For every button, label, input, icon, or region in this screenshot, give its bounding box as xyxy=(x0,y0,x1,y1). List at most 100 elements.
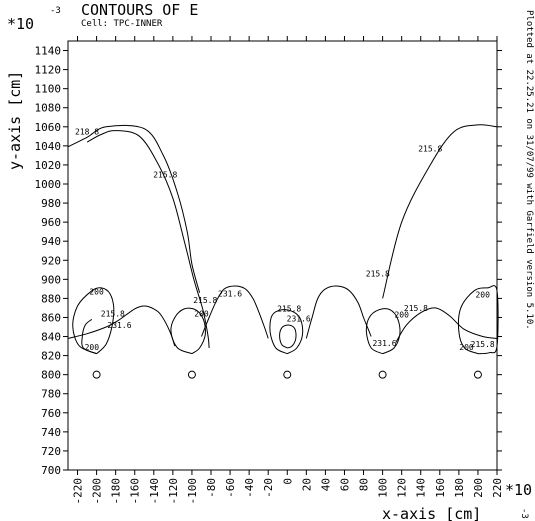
wire-marker xyxy=(92,370,101,379)
x-tick-label: -80 xyxy=(205,478,218,498)
y-tick-label: 940 xyxy=(41,235,61,248)
wire-marker xyxy=(283,370,292,379)
y-ticks: 700 720 740 760 780 800 820 840 860 880 900 920 940 9… xyxy=(35,45,502,477)
y-tick-label: 740 xyxy=(41,426,61,439)
y-multiplier: *10 xyxy=(7,15,34,33)
plot-frame xyxy=(67,40,498,471)
y-tick-label: 1100 xyxy=(35,83,62,96)
y-tick-label: 860 xyxy=(41,311,61,324)
contour-label: 200 xyxy=(394,310,409,319)
x-tick-label: 180 xyxy=(453,478,466,498)
contour-label: 200 xyxy=(89,288,104,297)
x-tick-label: -20 xyxy=(262,478,275,498)
y-tick-label: 1080 xyxy=(35,102,62,115)
contour-line-231.6 xyxy=(67,305,176,347)
y-tick-label: 1060 xyxy=(35,121,62,134)
y-tick-label: 1140 xyxy=(35,45,62,58)
cell-label: Cell: TPC-INNER xyxy=(81,19,163,29)
y-tick-label: 700 xyxy=(41,464,61,477)
contour-line-215.8 xyxy=(382,124,498,299)
contour-label: 200 xyxy=(85,343,100,352)
contour-label: 200 xyxy=(475,290,490,299)
y-tick-label: 1120 xyxy=(35,64,62,77)
y-tick-label: 1040 xyxy=(35,140,62,153)
y-tick-label: 840 xyxy=(41,331,61,344)
x-tick-label: -180 xyxy=(110,478,123,505)
contour-line-215.8 xyxy=(81,318,97,355)
x-tick-label: 220 xyxy=(491,478,504,498)
contour-line-200 xyxy=(72,287,115,355)
x-multiplier-exponent: -3 xyxy=(519,508,529,519)
x-tick-label: 140 xyxy=(415,478,428,498)
contour-label: 215.8 xyxy=(101,310,125,319)
x-tick-label: 40 xyxy=(319,478,332,491)
x-axis-label: x-axis [cm] xyxy=(382,505,481,521)
y-tick-label: 980 xyxy=(41,197,61,210)
x-multiplier: *10 xyxy=(505,481,532,499)
contour-line-231.6 xyxy=(305,285,372,339)
wire-marker xyxy=(473,370,482,379)
x-tick-label: 160 xyxy=(434,478,447,498)
x-tick-label: 60 xyxy=(338,478,351,491)
contour-line-215.8 xyxy=(86,130,210,349)
plot-timestamp-note: Plotted at 22.25.21 on 31/07/99 with Gar… xyxy=(524,10,534,330)
y-multiplier-exponent: -3 xyxy=(50,6,61,16)
contour-labels: 218.8215.8215.8215.8200215.8231.6200215.… xyxy=(75,127,495,351)
contour-label: 231.6 xyxy=(287,314,311,323)
x-tick-label: -220 xyxy=(72,478,85,505)
contour-line-200 xyxy=(170,307,206,355)
wire-marker xyxy=(378,370,387,379)
contour-label: 215.8 xyxy=(277,305,301,314)
x-tick-label: -120 xyxy=(167,478,180,505)
contour-label: 215.8 xyxy=(471,340,495,349)
contour-label: 231.6 xyxy=(218,289,242,298)
y-tick-label: 780 xyxy=(41,388,61,401)
x-tick-label: 20 xyxy=(300,478,313,491)
contour-line-215.8 xyxy=(279,324,297,349)
x-tick-label: -200 xyxy=(91,478,104,505)
y-tick-label: 800 xyxy=(41,369,61,382)
y-tick-label: 880 xyxy=(41,292,61,305)
y-tick-label: 1020 xyxy=(35,159,62,172)
contour-line-200 xyxy=(365,308,401,355)
y-tick-label: 920 xyxy=(41,254,61,267)
x-tick-label: 0 xyxy=(281,478,294,485)
contour-label: 215.8 xyxy=(404,304,428,313)
wire-marker xyxy=(187,370,196,379)
contour-line-200 xyxy=(269,309,304,355)
chart-title: CONTOURS OF E xyxy=(81,1,198,19)
contour-line-231.6 xyxy=(201,285,269,339)
wires xyxy=(92,370,482,379)
contour-label: 215.8 xyxy=(193,296,217,305)
contour-label: 200 xyxy=(459,343,474,352)
y-tick-label: 900 xyxy=(41,273,61,286)
y-tick-label: 760 xyxy=(41,407,61,420)
contour-label: 218.8 xyxy=(75,127,99,136)
contour-line-231.6 xyxy=(395,307,498,343)
x-tick-label: 200 xyxy=(472,478,485,498)
x-tick-label: -160 xyxy=(129,478,142,505)
y-tick-label: 720 xyxy=(41,445,61,458)
y-tick-label: 820 xyxy=(41,350,61,363)
contour-label: 215.8 xyxy=(366,269,390,278)
contour-line-218.8 xyxy=(67,124,201,293)
x-tick-label: 80 xyxy=(358,478,371,491)
y-axis-label: y-axis [cm] xyxy=(6,71,24,170)
contour-line-200 xyxy=(458,285,499,355)
x-tick-label: -60 xyxy=(224,478,237,498)
x-ticks: -220 -200 -180 -160 -140 -120 -100 -80 -60 -40 -20… xyxy=(72,36,504,505)
x-tick-label: 120 xyxy=(396,478,409,498)
y-tick-label: 1000 xyxy=(35,178,62,191)
contour-lines xyxy=(67,124,499,355)
contour-label: 215.8 xyxy=(418,145,442,154)
x-tick-label: 100 xyxy=(377,478,390,498)
y-tick-label: 960 xyxy=(41,216,61,229)
x-tick-label: -100 xyxy=(186,478,199,505)
contour-label: 231.6 xyxy=(372,339,396,348)
contour-label: 231.6 xyxy=(107,321,131,330)
contour-label: 215.8 xyxy=(153,170,177,179)
x-tick-label: -140 xyxy=(148,478,161,505)
x-tick-label: -40 xyxy=(243,478,256,498)
contour-label: 200 xyxy=(194,310,209,319)
